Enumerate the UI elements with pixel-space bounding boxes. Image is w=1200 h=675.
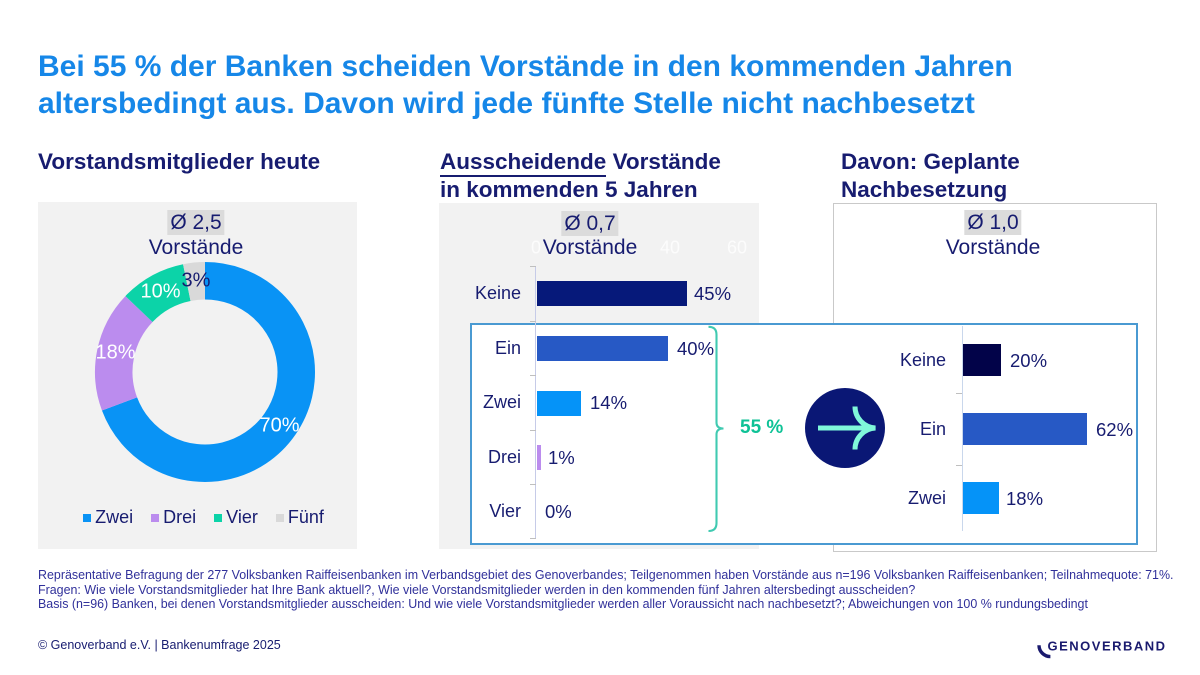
svg-text:GENOVERBAND: GENOVERBAND	[1048, 638, 1167, 653]
